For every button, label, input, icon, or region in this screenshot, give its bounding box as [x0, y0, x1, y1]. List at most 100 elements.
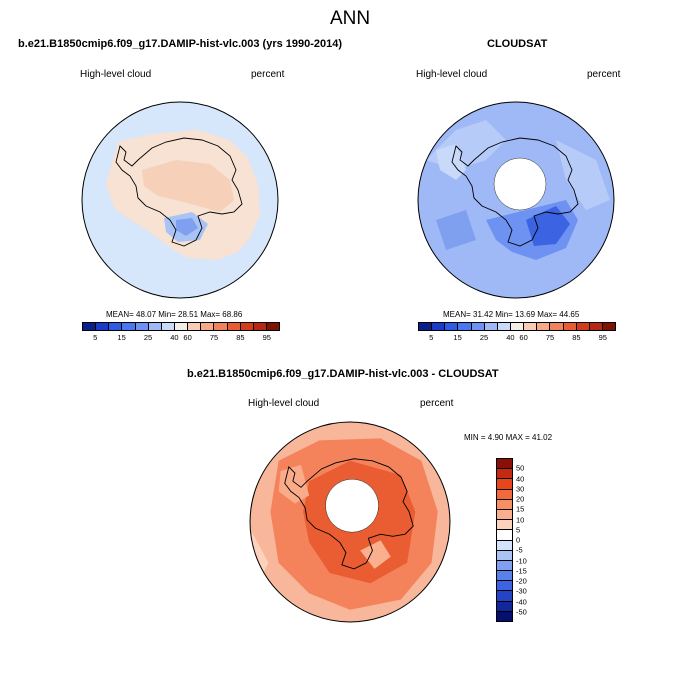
colorbar-swatch	[563, 323, 577, 330]
panel2-patch-2	[556, 140, 610, 210]
colorbar-swatch	[201, 323, 215, 330]
colorbar-swatch	[497, 469, 512, 480]
colorbar-swatch	[432, 323, 446, 330]
panel2-variable-label: High-level cloud	[416, 69, 488, 80]
colorbar-tick-label: 5	[93, 333, 98, 342]
colorbar-tick-label: 5	[516, 525, 521, 535]
panel2-antarctica-coastline	[451, 137, 579, 247]
panel1-variable-label: High-level cloud	[80, 69, 152, 80]
colorbar-swatch	[497, 323, 511, 330]
colorbar-tick-label: 0	[516, 535, 521, 545]
colorbar-swatch	[266, 323, 280, 330]
colorbar-tick-label: 40	[516, 474, 525, 483]
panel3-colorbar: 50 40 30 20 15 10 5 0 -5 -10 -15 -20 -30 -40 -50	[496, 458, 527, 622]
panel1-title: b.e21.B1850cmip6.f09_g17.DAMIP-hist-vlc.…	[18, 38, 343, 50]
colorbar-swatch	[497, 489, 512, 500]
panel3-peninsula-region	[278, 464, 310, 504]
colorbar-tick-label: 95	[262, 333, 271, 342]
panel3-map-outline	[249, 421, 451, 623]
panel2-colorbar-swatches	[418, 322, 616, 331]
page-title: ANN	[329, 8, 371, 29]
colorbar-tick-label: 40	[170, 333, 179, 342]
colorbar-tick-label: 75	[545, 333, 555, 342]
colorbar-tick-label: 20	[516, 494, 525, 504]
panel3-stats: MIN = 4.90 MAX = 41.02	[464, 433, 553, 442]
colorbar-swatch	[135, 323, 149, 330]
panel2-stats: MEAN= 31.42 Min= 13.69 Max= 44.65	[443, 310, 580, 319]
colorbar-swatch	[524, 323, 538, 330]
colorbar-swatch	[122, 323, 136, 330]
colorbar-swatch	[497, 540, 512, 551]
colorbar-tick-label: 25	[479, 333, 489, 342]
colorbar-tick-label: 15	[516, 504, 525, 514]
colorbar-swatch	[497, 571, 512, 582]
colorbar-tick-label: 60	[183, 333, 192, 342]
colorbar-tick-label: 25	[143, 333, 153, 342]
colorbar-swatch	[83, 323, 97, 330]
colorbar-swatch	[214, 323, 228, 330]
colorbar-swatch	[589, 323, 603, 330]
colorbar-tick-label: 85	[572, 333, 581, 342]
colorbar-swatch	[497, 520, 512, 531]
colorbar-swatch	[174, 323, 189, 330]
colorbar-tick-label: -5	[516, 545, 523, 555]
colorbar-tick-label: 85	[236, 333, 245, 342]
colorbar-swatch	[240, 323, 254, 330]
colorbar-swatch	[497, 560, 512, 572]
colorbar-swatch	[497, 530, 512, 541]
colorbar-swatch	[484, 323, 498, 330]
panel1-colorbar-ticks: 5 15 25 40 60 75 85 95	[82, 331, 280, 343]
colorbar-swatch	[550, 323, 564, 330]
panel1-stats: MEAN= 48.07 Min= 28.51 Max= 68.86	[106, 310, 243, 319]
colorbar-swatch	[96, 323, 110, 330]
colorbar-tick-label: 15	[453, 333, 462, 342]
panel1-colorbar: 5 15 25 40 60 75 85 95	[82, 322, 280, 343]
colorbar-tick-label: 5	[429, 333, 434, 342]
colorbar-swatch	[497, 459, 512, 470]
panel2-patch-3	[436, 210, 476, 250]
colorbar-tick-label: 95	[598, 333, 607, 342]
panel2-colorbar-ticks: 5 15 25 40 60 75 85 95	[418, 331, 616, 343]
panel2-units-label: percent	[587, 69, 621, 80]
panel1-antarctica-coastline	[115, 137, 243, 247]
colorbar-tick-label: 15	[117, 333, 126, 342]
colorbar-swatch	[109, 323, 123, 330]
panel2-missing-data-hole	[493, 157, 547, 211]
panel1-map-outline	[81, 101, 279, 299]
colorbar-swatch	[227, 323, 241, 330]
colorbar-swatch	[602, 323, 616, 330]
colorbar-tick-label: 75	[209, 333, 219, 342]
panel2-colorbar: 5 15 25 40 60 75 85 95	[418, 322, 616, 343]
colorbar-swatch	[497, 479, 512, 490]
panel3-light-interior	[360, 540, 391, 569]
panel1-units-label: percent	[251, 69, 285, 80]
colorbar-tick-label: -30	[516, 586, 527, 596]
panel3-antarctica-coastline	[284, 458, 414, 570]
colorbar-tick-label: -50	[516, 607, 527, 617]
colorbar-tick-label: 10	[516, 515, 525, 524]
colorbar-tick-label: -15	[516, 566, 527, 576]
colorbar-swatch	[497, 601, 512, 612]
colorbar-tick-label: 40	[506, 333, 515, 342]
colorbar-swatch	[419, 323, 433, 330]
colorbar-swatch	[537, 323, 551, 330]
colorbar-swatch	[576, 323, 590, 330]
panel3-missing-data-hole	[325, 478, 379, 533]
panel1-colorbar-swatches	[82, 322, 280, 331]
colorbar-swatch	[471, 323, 485, 330]
panel2-map	[417, 101, 615, 299]
colorbar-swatch	[497, 499, 512, 510]
colorbar-swatch	[510, 323, 525, 330]
colorbar-swatch	[161, 323, 175, 330]
colorbar-swatch	[497, 591, 512, 602]
colorbar-swatch	[497, 581, 512, 592]
panel2-map-outline	[417, 101, 615, 299]
panel3-variable-label: High-level cloud	[248, 398, 320, 409]
colorbar-tick-label: 50	[516, 463, 525, 473]
colorbar-tick-label: -20	[516, 576, 527, 586]
panel3-units-label: percent	[420, 398, 454, 409]
colorbar-swatch	[188, 323, 202, 330]
colorbar-swatch	[497, 509, 512, 521]
panel2-low-cloud-core	[526, 206, 570, 246]
colorbar-tick-label: 30	[516, 484, 525, 494]
